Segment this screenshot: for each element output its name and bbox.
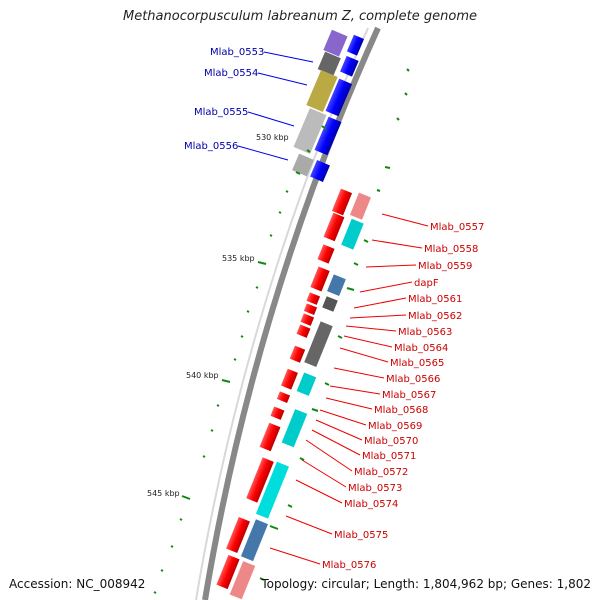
gene-label-mlab-0561[interactable]: Mlab_0561 xyxy=(408,294,462,305)
gene-label-mlab-0556[interactable]: Mlab_0556 xyxy=(184,141,238,152)
gene-mlab-0556[interactable] xyxy=(310,159,330,183)
cog-blocks-top xyxy=(292,29,348,177)
gene-label-mlab-0555[interactable]: Mlab_0555 xyxy=(194,107,248,118)
gene-mlab-0559[interactable] xyxy=(317,244,335,264)
gene-label-mlab-0557[interactable]: Mlab_0557 xyxy=(430,222,484,233)
gene-label-mlab-0562[interactable]: Mlab_0562 xyxy=(408,311,462,322)
gene-label-mlab-0572[interactable]: Mlab_0572 xyxy=(354,467,408,478)
gene-label-dapf[interactable]: dapF xyxy=(414,278,439,289)
gene-label-mlab-0553[interactable]: Mlab_0553 xyxy=(210,47,264,58)
gene-mlab-0561[interactable] xyxy=(306,292,321,305)
gene-mlab-0558[interactable] xyxy=(323,212,345,242)
reverse-gene-label-text: Mlab_0557 Mlab_0558 Mlab_0559 dapF Mlab_… xyxy=(322,222,484,571)
gene-mlab-0564[interactable] xyxy=(296,324,311,338)
gene-mlab-0555b[interactable] xyxy=(314,116,342,156)
gc-skew-track xyxy=(153,68,410,594)
gene-mlab-0567[interactable] xyxy=(280,368,298,390)
gene-mlab-0568[interactable] xyxy=(276,391,291,403)
topology-text: Topology: circular; Length: 1,804,962 bp… xyxy=(261,577,591,591)
gene-label-mlab-0576[interactable]: Mlab_0576 xyxy=(322,560,376,571)
gene-mlab-0576[interactable] xyxy=(216,554,240,590)
gene-label-mlab-0558[interactable]: Mlab_0558 xyxy=(424,244,478,255)
gene-label-mlab-0569[interactable]: Mlab_0569 xyxy=(368,421,422,432)
gene-mlab-0572[interactable] xyxy=(259,422,281,452)
forward-gene-labels: Mlab_0553 Mlab_0554 Mlab_0555 Mlab_0556 xyxy=(184,47,314,161)
gene-label-mlab-0567[interactable]: Mlab_0567 xyxy=(382,390,436,401)
reverse-gene-labels xyxy=(269,213,429,565)
forward-genes xyxy=(310,34,365,183)
gene-label-mlab-0563[interactable]: Mlab_0563 xyxy=(398,327,452,338)
gene-label-mlab-0568[interactable]: Mlab_0568 xyxy=(374,405,428,416)
gene-label-mlab-0573[interactable]: Mlab_0573 xyxy=(348,483,402,494)
gene-label-mlab-0574[interactable]: Mlab_0574 xyxy=(344,499,398,510)
gene-mlab-0555[interactable] xyxy=(325,78,353,117)
tick-label: 545 kbp xyxy=(147,489,180,498)
gene-label-mlab-0575[interactable]: Mlab_0575 xyxy=(334,530,388,541)
gene-dapf[interactable] xyxy=(310,266,330,292)
gene-mlab-0570[interactable] xyxy=(270,406,285,420)
gene-label-mlab-0559[interactable]: Mlab_0559 xyxy=(418,261,472,272)
gene-mlab-0573[interactable] xyxy=(246,457,274,503)
gene-label-mlab-0571[interactable]: Mlab_0571 xyxy=(362,451,416,462)
gene-label-mlab-0554[interactable]: Mlab_0554 xyxy=(204,68,258,79)
gene-mlab-0557[interactable] xyxy=(331,188,353,216)
gene-mlab-0553[interactable] xyxy=(346,34,365,56)
gene-mlab-0554[interactable] xyxy=(340,55,359,77)
gene-mlab-0565[interactable] xyxy=(289,345,306,363)
gene-label-mlab-0570[interactable]: Mlab_0570 xyxy=(364,436,418,447)
tick-label: 540 kbp xyxy=(186,371,219,380)
gene-mlab-0563[interactable] xyxy=(300,313,315,326)
tick-label: 530 kbp xyxy=(256,133,289,142)
genome-backbone-outer xyxy=(202,26,381,600)
gene-label-mlab-0566[interactable]: Mlab_0566 xyxy=(386,374,440,385)
gene-mlab-0575[interactable] xyxy=(226,516,250,554)
gene-mlab-0562[interactable] xyxy=(303,303,318,315)
tick-label: 535 kbp xyxy=(222,254,255,263)
gene-label-mlab-0564[interactable]: Mlab_0564 xyxy=(394,343,448,354)
cog-blocks-bottom xyxy=(229,192,371,600)
reverse-genes xyxy=(216,188,353,590)
accession-text: Accession: NC_008942 xyxy=(9,577,146,591)
map-title: Methanocorpusculum labreanum Z, complete… xyxy=(123,9,477,24)
gene-label-mlab-0565[interactable]: Mlab_0565 xyxy=(390,358,444,369)
